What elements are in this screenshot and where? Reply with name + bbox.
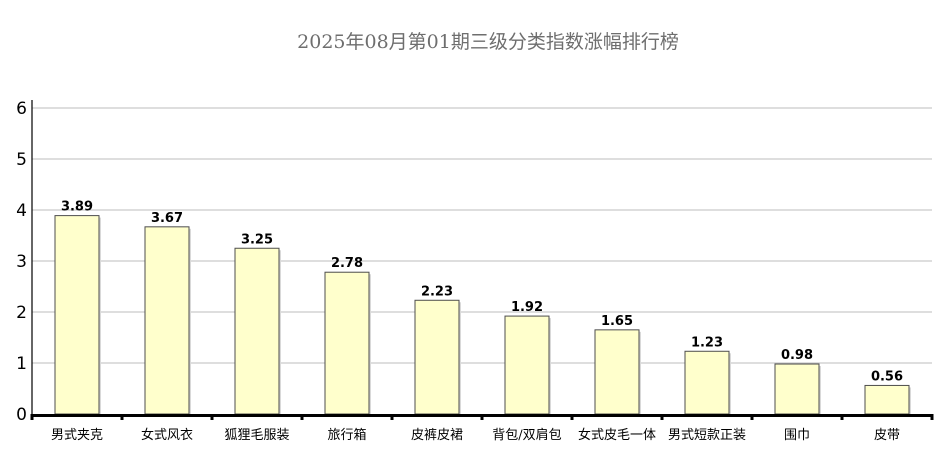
y-tick-label: 0 (16, 405, 27, 425)
bars (54, 215, 911, 415)
bar (594, 329, 640, 415)
x-tick-label: 狐狸毛服装 (224, 428, 289, 443)
y-tick-label: 4 (16, 201, 27, 221)
x-tick-label: 女式风衣 (141, 427, 193, 443)
x-tick-label: 围巾 (784, 428, 810, 443)
bar-value-label: 3.89 (61, 200, 93, 215)
bar (774, 363, 820, 415)
bar-value-label: 0.56 (871, 369, 903, 384)
axes: 0 1 2 3 4 5 6 男式夹克 女式风衣 狐狸毛服装 旅行箱 皮裤皮裙 背包/双肩包 女式皮毛一体男… (16, 99, 934, 443)
bar-value-label: 3.25 (241, 232, 273, 247)
bar-value-label: 2.23 (421, 284, 453, 299)
bar-value-label: 1.92 (511, 300, 543, 315)
bar-value-label: 2.78 (331, 256, 363, 271)
y-tick-label: 1 (16, 354, 27, 374)
chart-title: 2025年08月第01期三级分类指数涨幅排行榜 (297, 31, 679, 53)
x-tick-label: 背包/双肩包 (492, 427, 561, 443)
bar-value-label: 0.98 (781, 348, 813, 363)
y-tick-label: 5 (16, 150, 27, 170)
bar (684, 350, 730, 415)
data-labels: 3.89 3.67 3.25 2.78 2.23 1.92 1.65 1.23 0.98 0.56 (61, 200, 903, 385)
x-tick-label: 皮裤皮裙 (411, 428, 463, 443)
bar (234, 247, 280, 415)
y-tick-label: 3 (16, 252, 27, 272)
bar-value-label: 1.23 (691, 335, 723, 350)
bar (504, 315, 550, 415)
bar (54, 215, 100, 415)
x-tick-label: 男式夹克 (51, 428, 103, 443)
bar-value-label: 1.65 (601, 314, 633, 329)
y-tick-label: 6 (16, 99, 27, 119)
bar-value-label: 3.67 (151, 211, 183, 226)
y-tick-label: 2 (16, 303, 27, 323)
bar (324, 271, 370, 415)
x-tick-label: 旅行箱 (327, 427, 366, 443)
bar (144, 226, 190, 415)
x-tick-label: 皮带 (874, 428, 900, 443)
x-tick-label: 男式短款正装 (668, 428, 746, 443)
bar (414, 299, 460, 415)
x-tick-label: 女式皮毛一体 (578, 427, 656, 443)
bar (864, 384, 910, 415)
